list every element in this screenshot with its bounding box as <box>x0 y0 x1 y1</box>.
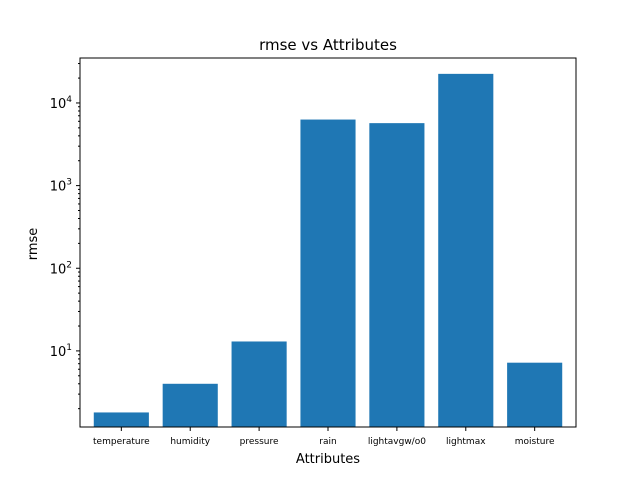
y-axis-label: rmse <box>26 228 41 261</box>
y-ticks-group: 101 102 103 104 <box>50 63 80 410</box>
bar-lightavgw-o0 <box>369 123 425 427</box>
x-tick-label: lightavgw/o0 <box>368 437 426 447</box>
x-axis-label: Attributes <box>296 452 360 467</box>
bar-humidity <box>162 383 218 427</box>
x-tick-label: pressure <box>240 437 279 447</box>
x-tick-label: humidity <box>170 437 210 447</box>
x-ticks-group: temperature humidity pressure rain lightavgw… <box>93 427 555 447</box>
bars-group <box>93 73 563 428</box>
y-tick-label: 103 <box>50 178 72 195</box>
bar-lightmax <box>438 73 494 428</box>
bar-pressure <box>231 341 287 427</box>
x-tick-label: lightmax <box>446 437 486 447</box>
x-tick-label: temperature <box>93 437 150 447</box>
x-tick-label: rain <box>319 437 336 447</box>
bar-moisture <box>507 362 563 427</box>
x-tick-label: moisture <box>515 437 555 447</box>
bar-rain <box>300 119 356 427</box>
y-tick-label: 101 <box>50 343 72 360</box>
chart-title: rmse vs Attributes <box>259 36 397 54</box>
bar-temperature <box>93 412 149 427</box>
y-tick-label: 104 <box>50 95 73 112</box>
plot-frame <box>79 57 577 428</box>
y-tick-label: 102 <box>50 260 72 277</box>
